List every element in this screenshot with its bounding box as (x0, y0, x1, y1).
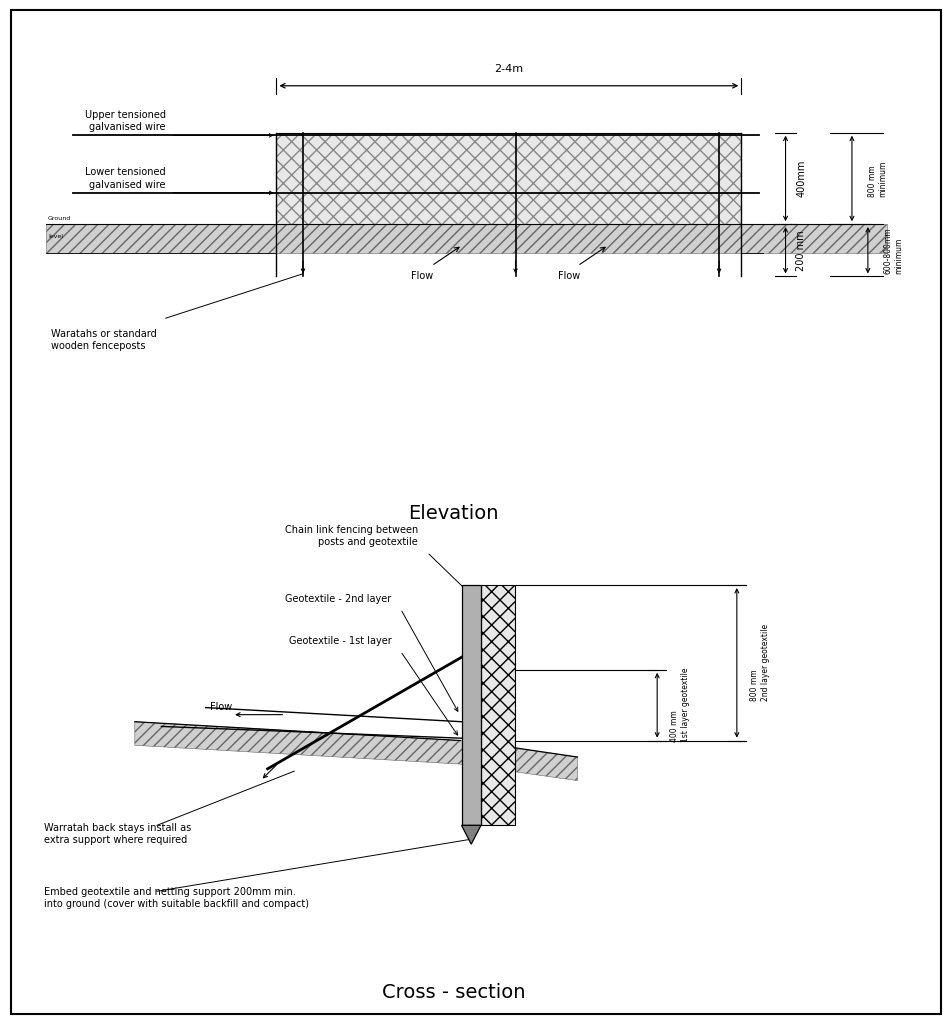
Text: Upper tensioned
galvanised wire: Upper tensioned galvanised wire (85, 110, 166, 132)
Text: Geotextile - 2nd layer: Geotextile - 2nd layer (286, 594, 391, 604)
Bar (47, 224, 887, 253)
Text: Embed geotextile and netting support 200mm min.
into ground (cover with suitable: Embed geotextile and netting support 200… (45, 887, 309, 909)
Text: Ground: Ground (48, 216, 71, 221)
Text: Elevation: Elevation (408, 505, 499, 523)
Text: 2-4m: 2-4m (494, 65, 524, 75)
Bar (462, 585, 481, 825)
Text: Warratah back stays install as
extra support where required: Warratah back stays install as extra sup… (45, 823, 191, 846)
Text: Geotextile - 1st layer: Geotextile - 1st layer (288, 636, 391, 646)
Text: Flow: Flow (411, 271, 434, 281)
Bar (481, 585, 515, 825)
Text: 600-800mm
minimum: 600-800mm minimum (883, 227, 903, 273)
Bar (276, 133, 742, 224)
Text: Cross - section: Cross - section (382, 983, 526, 1002)
Text: 200 mm: 200 mm (796, 230, 806, 270)
Text: Waratahs or standard
wooden fenceposts: Waratahs or standard wooden fenceposts (50, 329, 156, 351)
Text: 800 mm
minimum: 800 mm minimum (868, 161, 887, 197)
Text: Lower tensioned
galvanised wire: Lower tensioned galvanised wire (85, 167, 166, 189)
Text: Chain link fencing between
posts and geotextile: Chain link fencing between posts and geo… (285, 525, 418, 548)
Text: Flow: Flow (558, 271, 580, 281)
FancyBboxPatch shape (11, 10, 941, 1014)
Text: Flow: Flow (210, 701, 232, 712)
Text: 400 mm
1st layer geotextile: 400 mm 1st layer geotextile (670, 668, 690, 742)
Polygon shape (462, 825, 481, 844)
Text: 800 mm
2nd layer geotextile: 800 mm 2nd layer geotextile (750, 625, 769, 701)
Text: 400mm: 400mm (796, 160, 806, 198)
Text: level: level (48, 233, 63, 239)
Polygon shape (135, 722, 578, 780)
